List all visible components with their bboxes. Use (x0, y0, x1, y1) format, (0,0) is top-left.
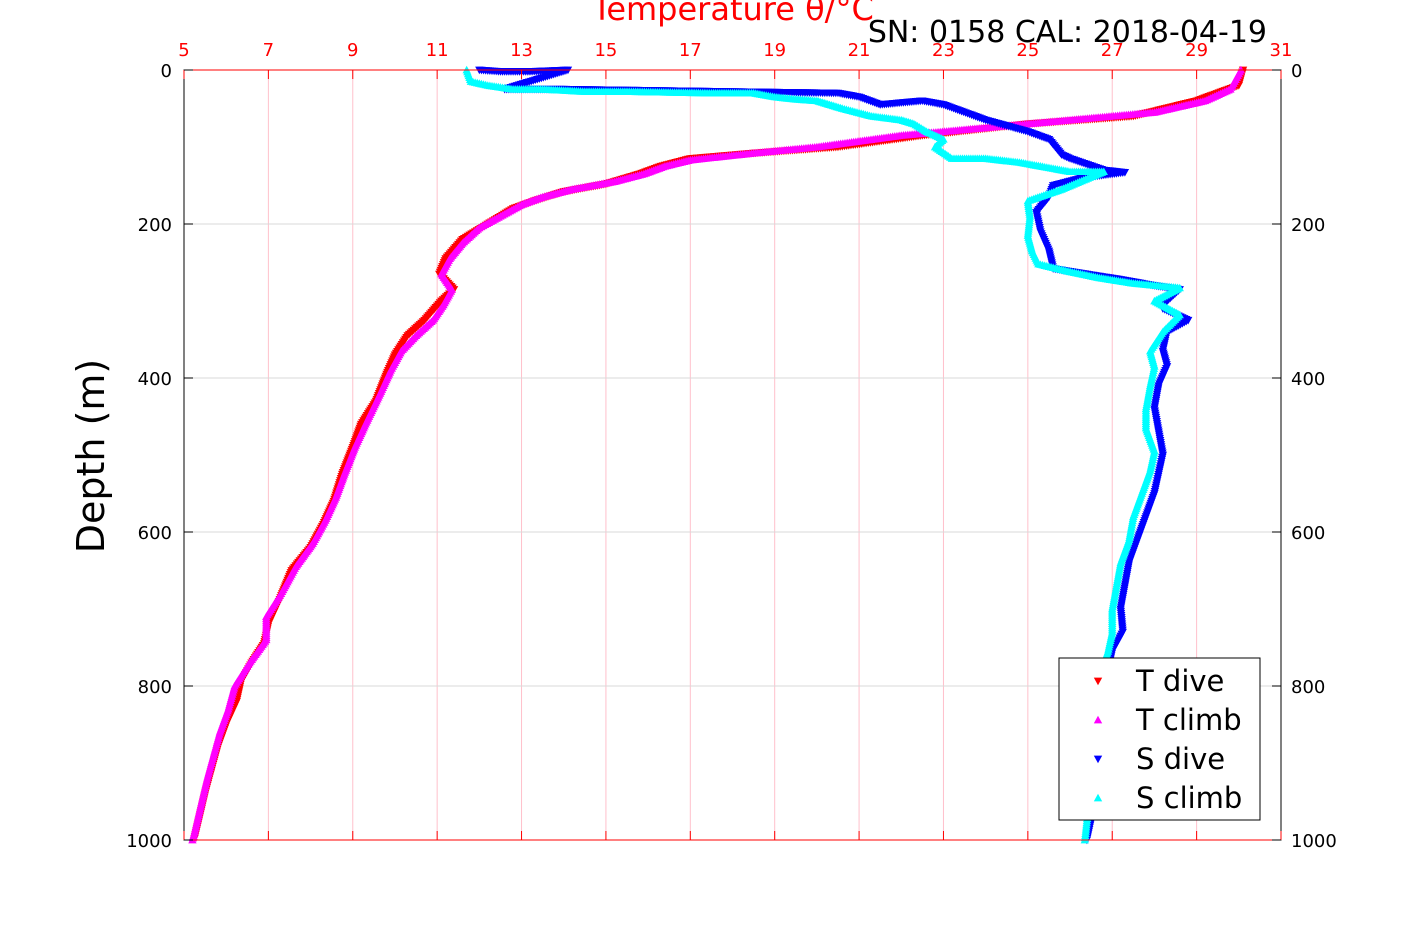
chart-title: Temperature θ/°C (591, 0, 874, 28)
y-tick-label: 600 (138, 523, 172, 544)
x-tick-label: 11 (426, 40, 449, 61)
legend-marker (1093, 793, 1103, 802)
legend: T dive T climb S dive S climb (1058, 657, 1261, 821)
x-tick-label: 7 (263, 40, 274, 61)
x-tick-label: 21 (848, 40, 871, 61)
x-tick-label: 15 (594, 40, 617, 61)
legend-label: T climb (1135, 703, 1242, 737)
legend-label: S climb (1136, 781, 1242, 815)
y-tick-label-right: 800 (1291, 677, 1325, 698)
y-tick-label-right: 200 (1291, 215, 1325, 236)
legend-label: T dive (1135, 664, 1224, 698)
y-tick-label: 200 (138, 215, 172, 236)
x-tick-label: 23 (932, 40, 955, 61)
x-tick-label: 17 (679, 40, 702, 61)
y-tick-label: 800 (138, 677, 172, 698)
legend-box (1058, 657, 1261, 821)
y-axis-label: Depth (m) (69, 359, 113, 554)
y-tick-label-right: 600 (1291, 523, 1325, 544)
legend-label: S dive (1136, 742, 1225, 776)
legend-marker (1093, 677, 1103, 686)
y-tick-label-right: 400 (1291, 369, 1325, 390)
y-tick-label: 1000 (126, 831, 172, 852)
x-tick-label: 29 (1185, 40, 1208, 61)
x-tick-label: 27 (1101, 40, 1124, 61)
y-tick-label: 0 (161, 61, 172, 82)
x-tick-label: 25 (1016, 40, 1039, 61)
x-tick-label: 9 (347, 40, 358, 61)
legend-marker (1093, 755, 1103, 764)
x-tick-label: 13 (510, 40, 533, 61)
x-tick-label: 5 (178, 40, 189, 61)
x-tick-label: 31 (1270, 40, 1293, 61)
series-t-climb (188, 65, 1246, 844)
y-tick-label: 400 (138, 369, 172, 390)
chart-subtitle: SN: 0158 CAL: 2018-04-19 (868, 15, 1267, 50)
y-tick-label-right: 1000 (1291, 831, 1337, 852)
x-tick-label: 19 (763, 40, 786, 61)
legend-marker (1093, 715, 1103, 724)
y-tick-label-right: 0 (1291, 61, 1302, 82)
